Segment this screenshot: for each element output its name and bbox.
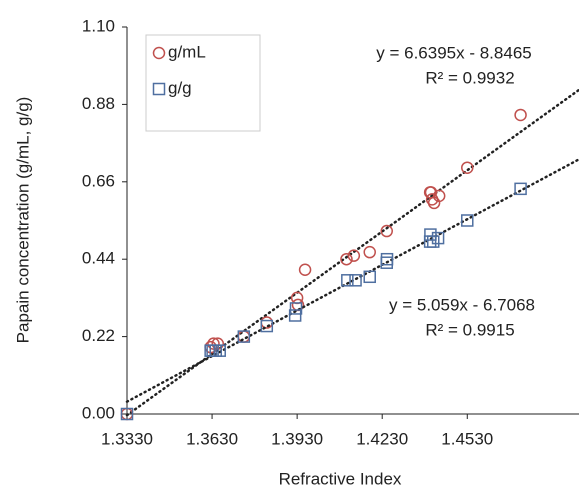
point: [120, 407, 134, 421]
x-tick-label: 1.3630: [186, 429, 238, 448]
legend-label: g/mL: [168, 42, 206, 61]
point: [260, 316, 274, 329]
legend-label: g/g: [168, 78, 192, 97]
legend-marker: [152, 82, 166, 96]
point: [363, 245, 376, 259]
y-tick-label: 0.66: [82, 171, 115, 190]
point: [461, 161, 474, 174]
point: [424, 228, 437, 241]
y-tick-label: 0.88: [82, 94, 115, 113]
y-axis-label: Papain concentration (g/mL, g/g): [13, 97, 32, 344]
x-tick-label: 1.4230: [356, 429, 408, 448]
y-tick-label: 0.22: [82, 326, 115, 345]
point: [340, 252, 353, 266]
point: [347, 249, 361, 262]
y-tick-label: 1.10: [82, 16, 115, 35]
point: [380, 224, 393, 238]
point: [237, 330, 251, 343]
point: [341, 274, 354, 287]
r-squared: R² = 0.9915: [425, 320, 514, 339]
x-tick-label: 1.3930: [271, 429, 323, 448]
x-tick-label: 1.4530: [441, 429, 493, 448]
point: [260, 319, 274, 333]
r-squared: R² = 0.9932: [425, 68, 514, 87]
x-tick-label: 1.3330: [101, 429, 153, 448]
point: [432, 189, 446, 203]
y-tick-label: 0.44: [82, 249, 115, 268]
point: [380, 252, 394, 266]
x-axis-label: Refractive Index: [279, 469, 402, 488]
point: [461, 214, 474, 227]
equation: y = 6.6395x - 8.8465: [376, 43, 531, 62]
point: [349, 274, 362, 287]
point: [213, 344, 226, 357]
point: [288, 309, 302, 322]
point: [431, 231, 445, 245]
y-tick-label: 0.00: [82, 403, 115, 422]
legend-marker: [152, 46, 166, 60]
point: [289, 302, 303, 315]
point: [298, 263, 312, 277]
point: [363, 270, 376, 284]
trendline: [125, 88, 579, 417]
point: [514, 108, 527, 122]
equation: y = 5.059x - 6.7068: [389, 295, 535, 314]
point: [514, 182, 527, 196]
